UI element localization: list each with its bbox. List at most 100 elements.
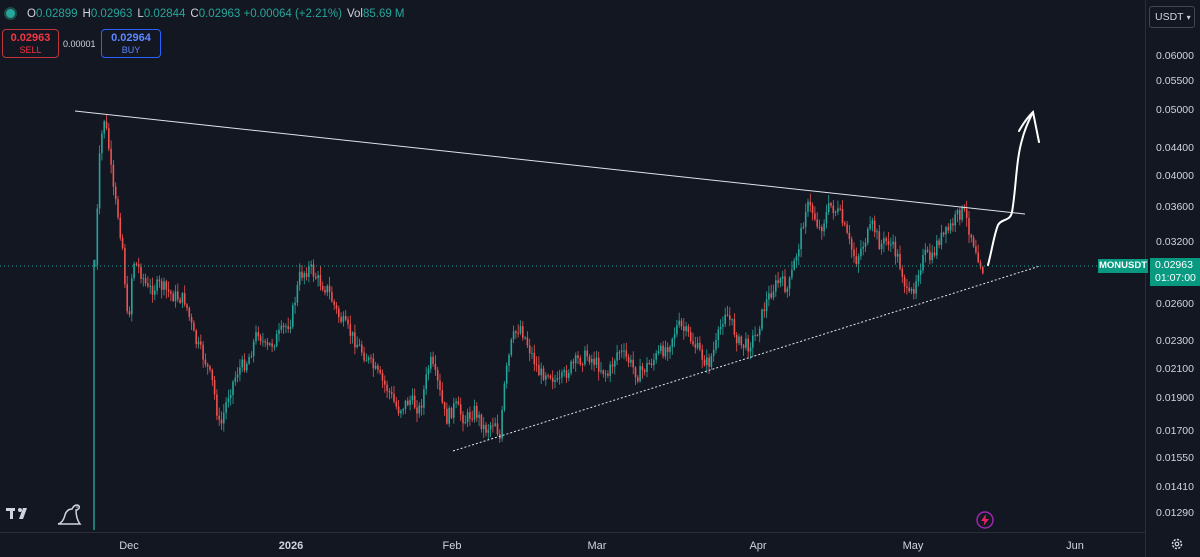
candle-body xyxy=(540,368,542,376)
candle-body xyxy=(959,209,961,220)
candle-body xyxy=(896,253,899,257)
candle-body xyxy=(703,359,706,366)
candle-body xyxy=(972,237,975,247)
candle-body xyxy=(816,219,818,227)
candle-body xyxy=(561,372,563,378)
chevron-down-icon: ▾ xyxy=(1186,13,1191,22)
candle-body xyxy=(545,375,547,380)
ohlc-legend: O 0.02899 H 0.02963 L 0.02844 C 0.02963 +0.0… xyxy=(4,7,405,20)
candle-body xyxy=(425,374,427,390)
candle-body xyxy=(370,357,372,359)
drawn-arrow[interactable] xyxy=(987,113,1033,266)
sell-button[interactable]: 0.02963 SELL xyxy=(2,29,59,58)
candle-body xyxy=(416,407,418,414)
candle-body xyxy=(374,365,377,369)
candle-body xyxy=(188,307,191,318)
candle-body xyxy=(673,334,676,339)
candle-body xyxy=(818,226,821,228)
candle-body xyxy=(269,343,271,345)
tradingview-logo-icon[interactable] xyxy=(6,506,32,520)
price-tick: 0.01410 xyxy=(1156,481,1194,493)
candle-body xyxy=(975,246,977,253)
candle-body xyxy=(892,241,894,245)
candle-body xyxy=(448,407,450,424)
candle-body xyxy=(172,293,174,302)
candle-body xyxy=(945,227,947,235)
price-tick: 0.02100 xyxy=(1156,363,1194,375)
candle-body xyxy=(186,304,188,308)
current-price-value: 0.02963 xyxy=(1155,259,1193,271)
candle-body xyxy=(604,373,607,375)
candle-body xyxy=(259,336,262,342)
candle-body xyxy=(752,335,754,348)
candle-body xyxy=(558,377,561,379)
candle-body xyxy=(519,326,522,334)
resistance-trendline[interactable] xyxy=(74,110,1026,215)
candle-body xyxy=(572,361,575,364)
candle-body xyxy=(275,334,278,347)
drawn-arrowhead[interactable] xyxy=(1018,109,1040,143)
candle-body xyxy=(731,319,733,321)
buy-button[interactable]: 0.02964 BUY xyxy=(101,29,161,58)
candle-body xyxy=(204,359,207,365)
ohlc-volume-key: Vol xyxy=(346,7,363,20)
candle-body xyxy=(798,249,800,257)
candle-body xyxy=(262,341,264,343)
spread-value: 0.00001 xyxy=(63,39,96,49)
candlestick-chart[interactable] xyxy=(0,0,1145,532)
candle-body xyxy=(257,332,260,337)
candle-body xyxy=(664,347,667,357)
candle-body xyxy=(190,317,193,323)
candle-body xyxy=(121,237,124,248)
candle-body xyxy=(821,227,823,232)
sell-label: SELL xyxy=(19,45,42,55)
candle-body xyxy=(614,360,616,367)
support-trendline[interactable] xyxy=(452,265,1041,452)
candle-body xyxy=(841,208,844,224)
candle-body xyxy=(848,232,851,240)
candle-body xyxy=(906,286,908,288)
candle-body xyxy=(526,337,529,346)
candle-body xyxy=(811,205,814,214)
candle-body xyxy=(584,350,586,365)
candle-body xyxy=(933,252,936,256)
chart-pane[interactable] xyxy=(0,0,1145,532)
candle-body xyxy=(756,335,759,337)
candle-body xyxy=(296,284,299,303)
dino-icon[interactable] xyxy=(56,501,82,527)
candle-body xyxy=(775,280,777,292)
candle-body xyxy=(807,201,809,212)
candle-body xyxy=(144,278,147,284)
gear-icon[interactable] xyxy=(1170,537,1184,551)
candle-body xyxy=(581,364,584,366)
candle-body xyxy=(586,350,588,357)
candle-body xyxy=(248,357,250,364)
lightning-icon[interactable] xyxy=(975,510,995,530)
candle-body xyxy=(593,358,595,365)
ohlc-high-key: H xyxy=(82,7,91,20)
candle-body xyxy=(908,287,910,292)
candle-body xyxy=(459,404,462,415)
candle-body xyxy=(940,232,943,246)
candle-body xyxy=(126,284,128,312)
candle-body xyxy=(154,290,156,295)
candle-body xyxy=(135,263,138,265)
candle-body xyxy=(252,341,255,357)
candle-body xyxy=(726,314,729,316)
candle-body xyxy=(443,402,446,409)
time-tick: Dec xyxy=(119,540,139,552)
candle-body xyxy=(625,350,628,357)
candle-body xyxy=(869,224,871,229)
ohlc-low-value: 0.02844 xyxy=(143,7,186,20)
candle-body xyxy=(758,328,761,336)
candle-body xyxy=(243,359,246,371)
price-tick: 0.05000 xyxy=(1156,104,1194,116)
currency-dropdown[interactable]: USDT ▾ xyxy=(1149,6,1195,28)
candle-body xyxy=(278,329,280,335)
time-axis[interactable]: Dec 2026 Feb Mar Apr May Jun xyxy=(0,532,1145,557)
buy-price: 0.02964 xyxy=(111,32,151,44)
price-tick: 0.03600 xyxy=(1156,201,1194,213)
candle-body xyxy=(147,283,149,287)
candle-body xyxy=(395,401,398,407)
candle-body xyxy=(568,372,570,378)
